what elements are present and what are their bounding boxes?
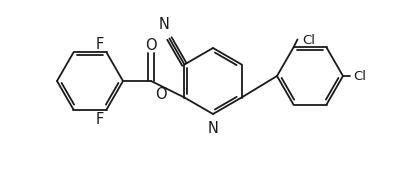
Text: N: N — [207, 121, 218, 136]
Text: Cl: Cl — [353, 70, 366, 83]
Text: Cl: Cl — [303, 34, 316, 47]
Text: O: O — [145, 37, 157, 52]
Text: O: O — [155, 87, 167, 102]
Text: N: N — [159, 17, 170, 32]
Text: F: F — [95, 37, 103, 52]
Text: F: F — [95, 112, 103, 127]
